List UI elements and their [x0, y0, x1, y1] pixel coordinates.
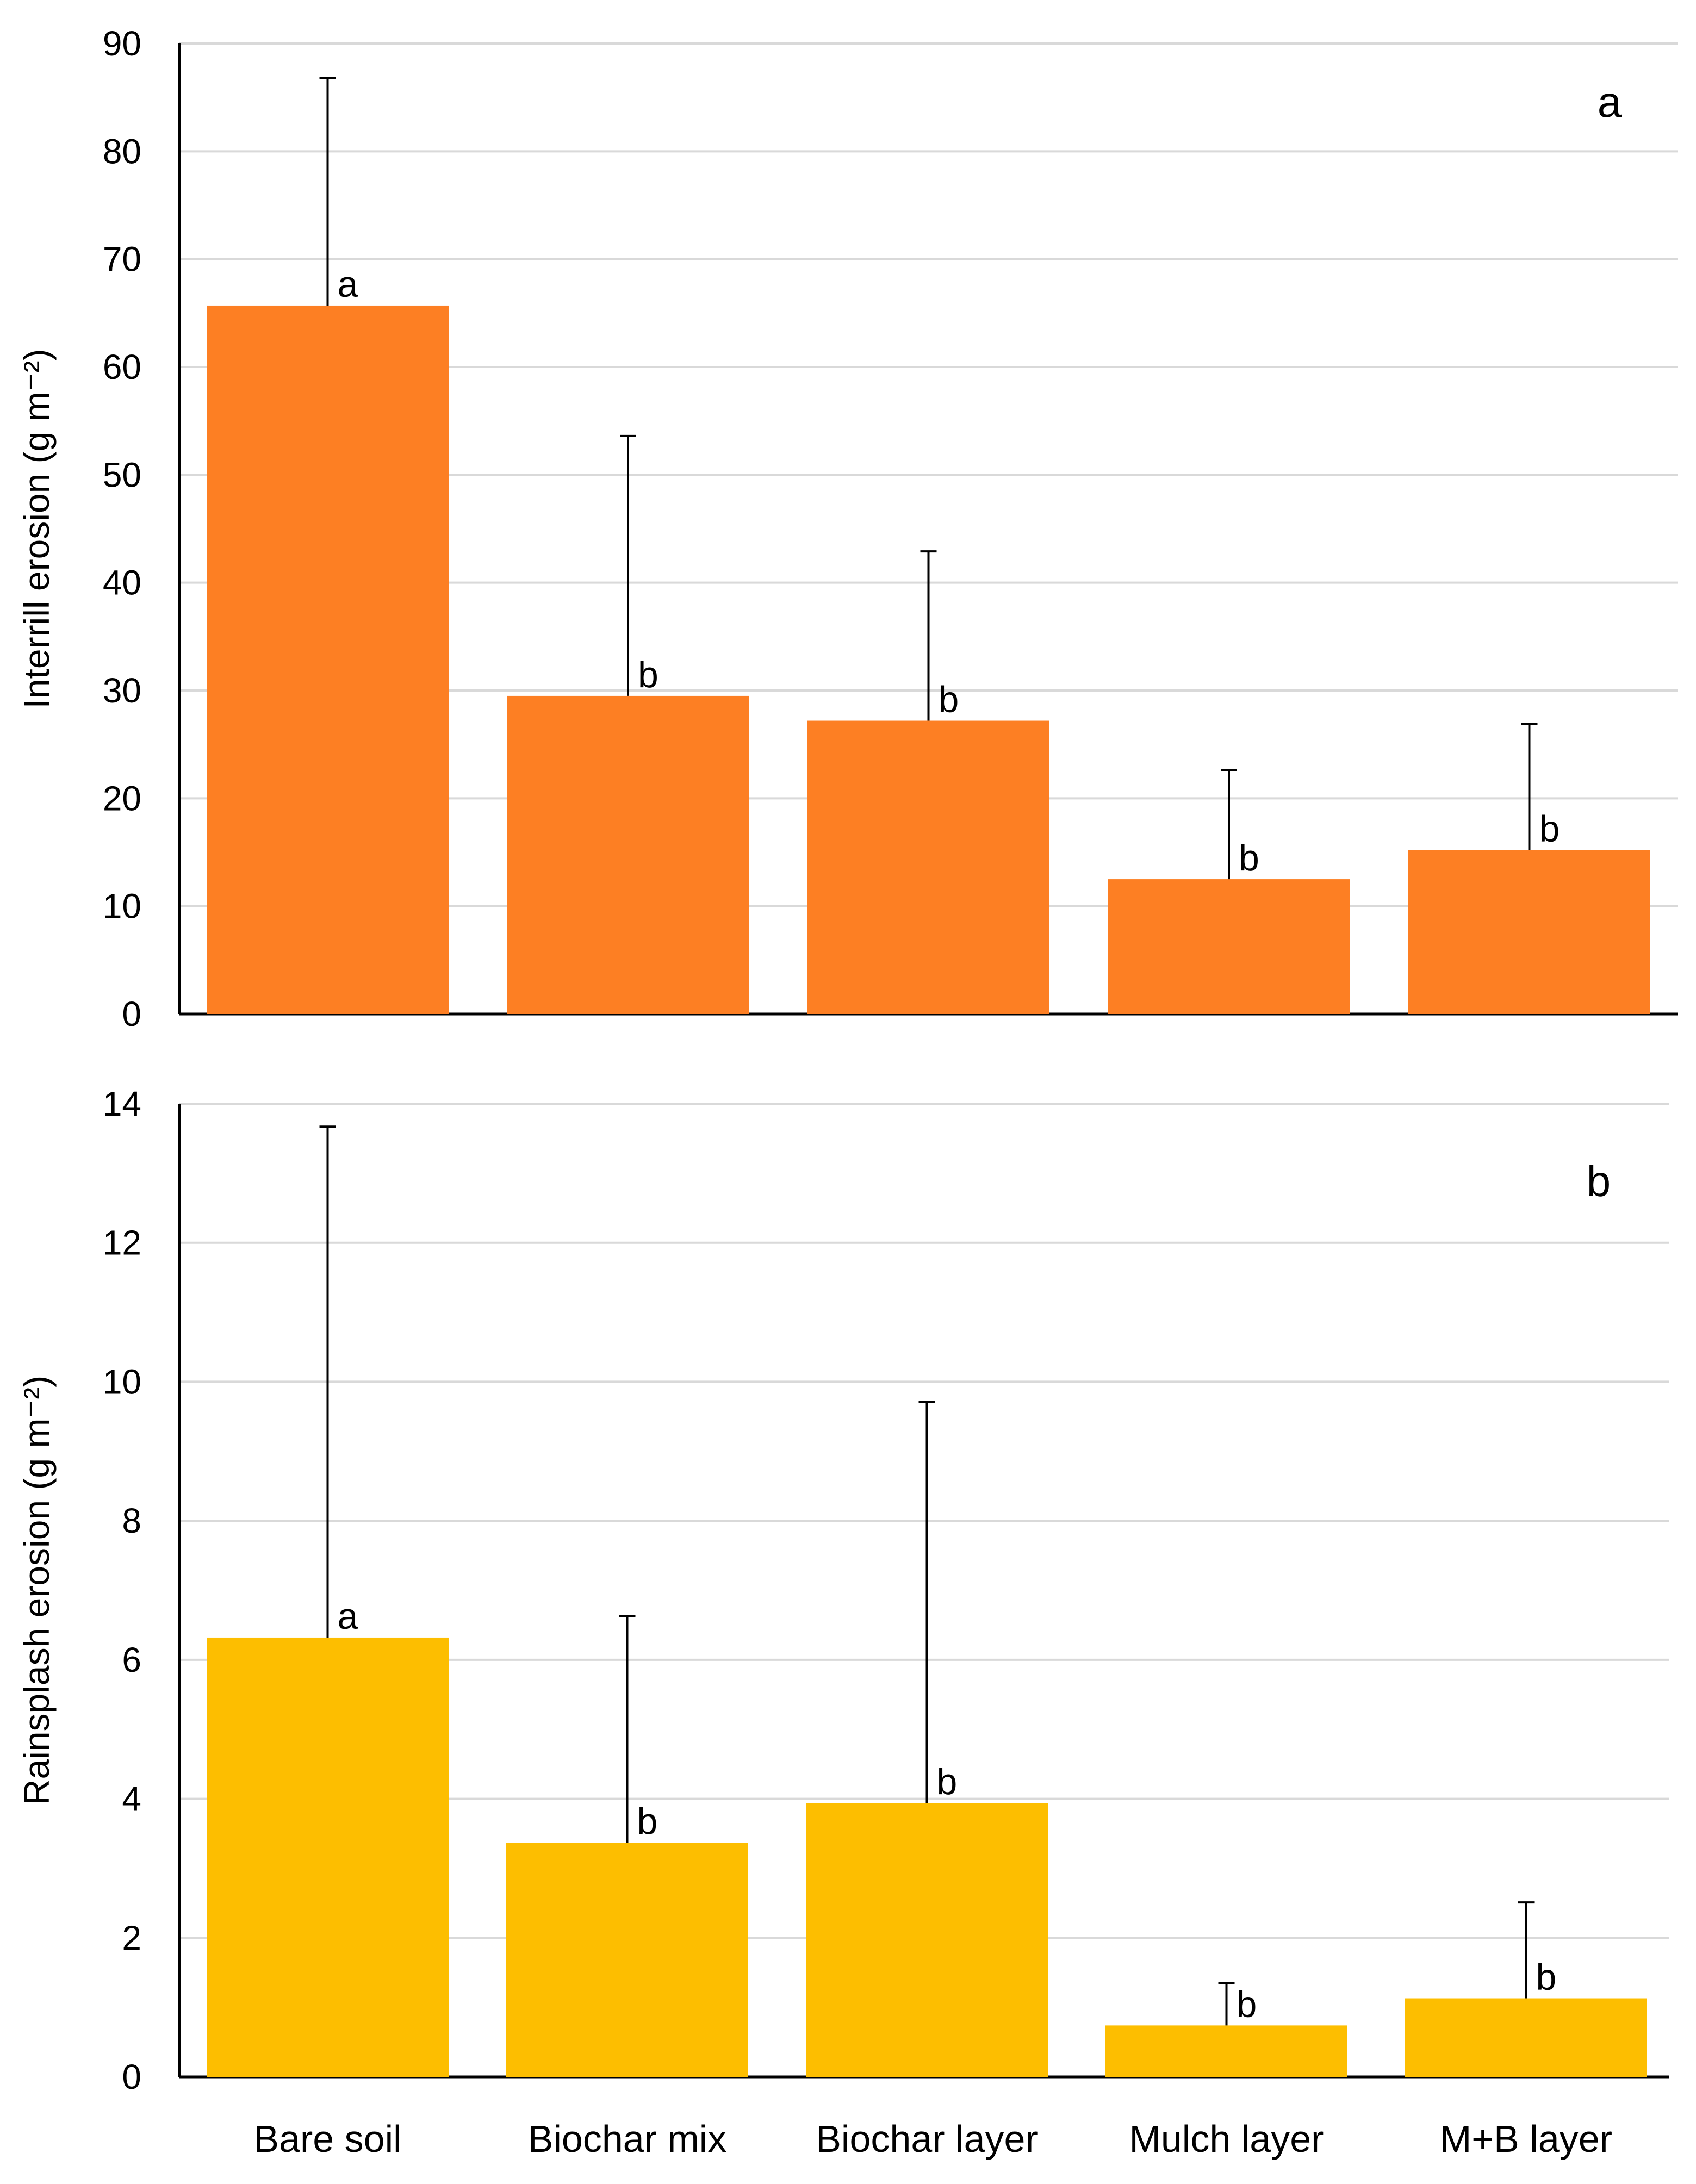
bar: [506, 1843, 748, 2077]
y-tick-label: 0: [122, 994, 141, 1034]
y-tick-label: 2: [122, 1918, 141, 1957]
significance-label: b: [1239, 837, 1259, 879]
y-axis-title: Interrill erosion (g m⁻²): [16, 349, 57, 709]
bar: [1408, 850, 1650, 1014]
y-tick-label: 70: [103, 240, 141, 279]
significance-label: b: [1536, 1957, 1557, 1998]
y-tick-label: 4: [122, 1779, 141, 1819]
y-tick-label: 10: [103, 1362, 141, 1401]
chart-panel-b: 0 2 4 6 8 10 12 14 Rainsplash erosion (g m⁻²) a b b…: [16, 1084, 1669, 2160]
significance-label: b: [939, 679, 959, 720]
x-tick-label: M+B layer: [1440, 2118, 1612, 2160]
y-tick-label: 40: [103, 563, 141, 602]
significance-label: b: [638, 654, 658, 695]
significance-label: b: [937, 1761, 958, 1802]
y-tick-label: 6: [122, 1640, 141, 1679]
y-tick-label: 20: [103, 779, 141, 818]
significance-label: b: [1237, 1983, 1257, 2025]
y-axis-title: Rainsplash erosion (g m⁻²): [16, 1376, 57, 1805]
y-tick-label: 90: [103, 24, 141, 63]
bar: [207, 1637, 449, 2077]
significance-label: a: [338, 264, 358, 305]
x-tick-label: Biochar mix: [528, 2118, 727, 2160]
bar: [207, 305, 449, 1015]
y-tick-label: 0: [122, 2057, 141, 2096]
bar: [1405, 1998, 1647, 2077]
y-tick-label: 12: [103, 1223, 141, 1262]
y-tick-label: 50: [103, 455, 141, 494]
chart-panel-a: 0 10 20 30 40 50 60 70 80 90 Interrill erosion (g …: [16, 24, 1678, 1034]
bar: [507, 695, 749, 1014]
bar: [1105, 2025, 1347, 2077]
bar: [1108, 879, 1350, 1014]
y-tick-label: 8: [122, 1501, 141, 1540]
significance-label: a: [338, 1596, 358, 1637]
panel-label: a: [1598, 78, 1622, 126]
x-tick-label: Bare soil: [253, 2118, 401, 2160]
y-tick-label: 14: [103, 1084, 141, 1123]
y-tick-label: 60: [103, 347, 141, 387]
x-tick-label: Mulch layer: [1129, 2118, 1324, 2160]
bar: [806, 1803, 1048, 2077]
y-tick-label: 10: [103, 887, 141, 926]
bar: [807, 720, 1049, 1014]
significance-label: b: [637, 1801, 658, 1842]
y-tick-label: 30: [103, 671, 141, 710]
x-tick-label: Biochar layer: [816, 2118, 1038, 2160]
panel-label: b: [1587, 1157, 1611, 1205]
significance-label: b: [1539, 808, 1560, 850]
y-tick-label: 80: [103, 132, 141, 171]
